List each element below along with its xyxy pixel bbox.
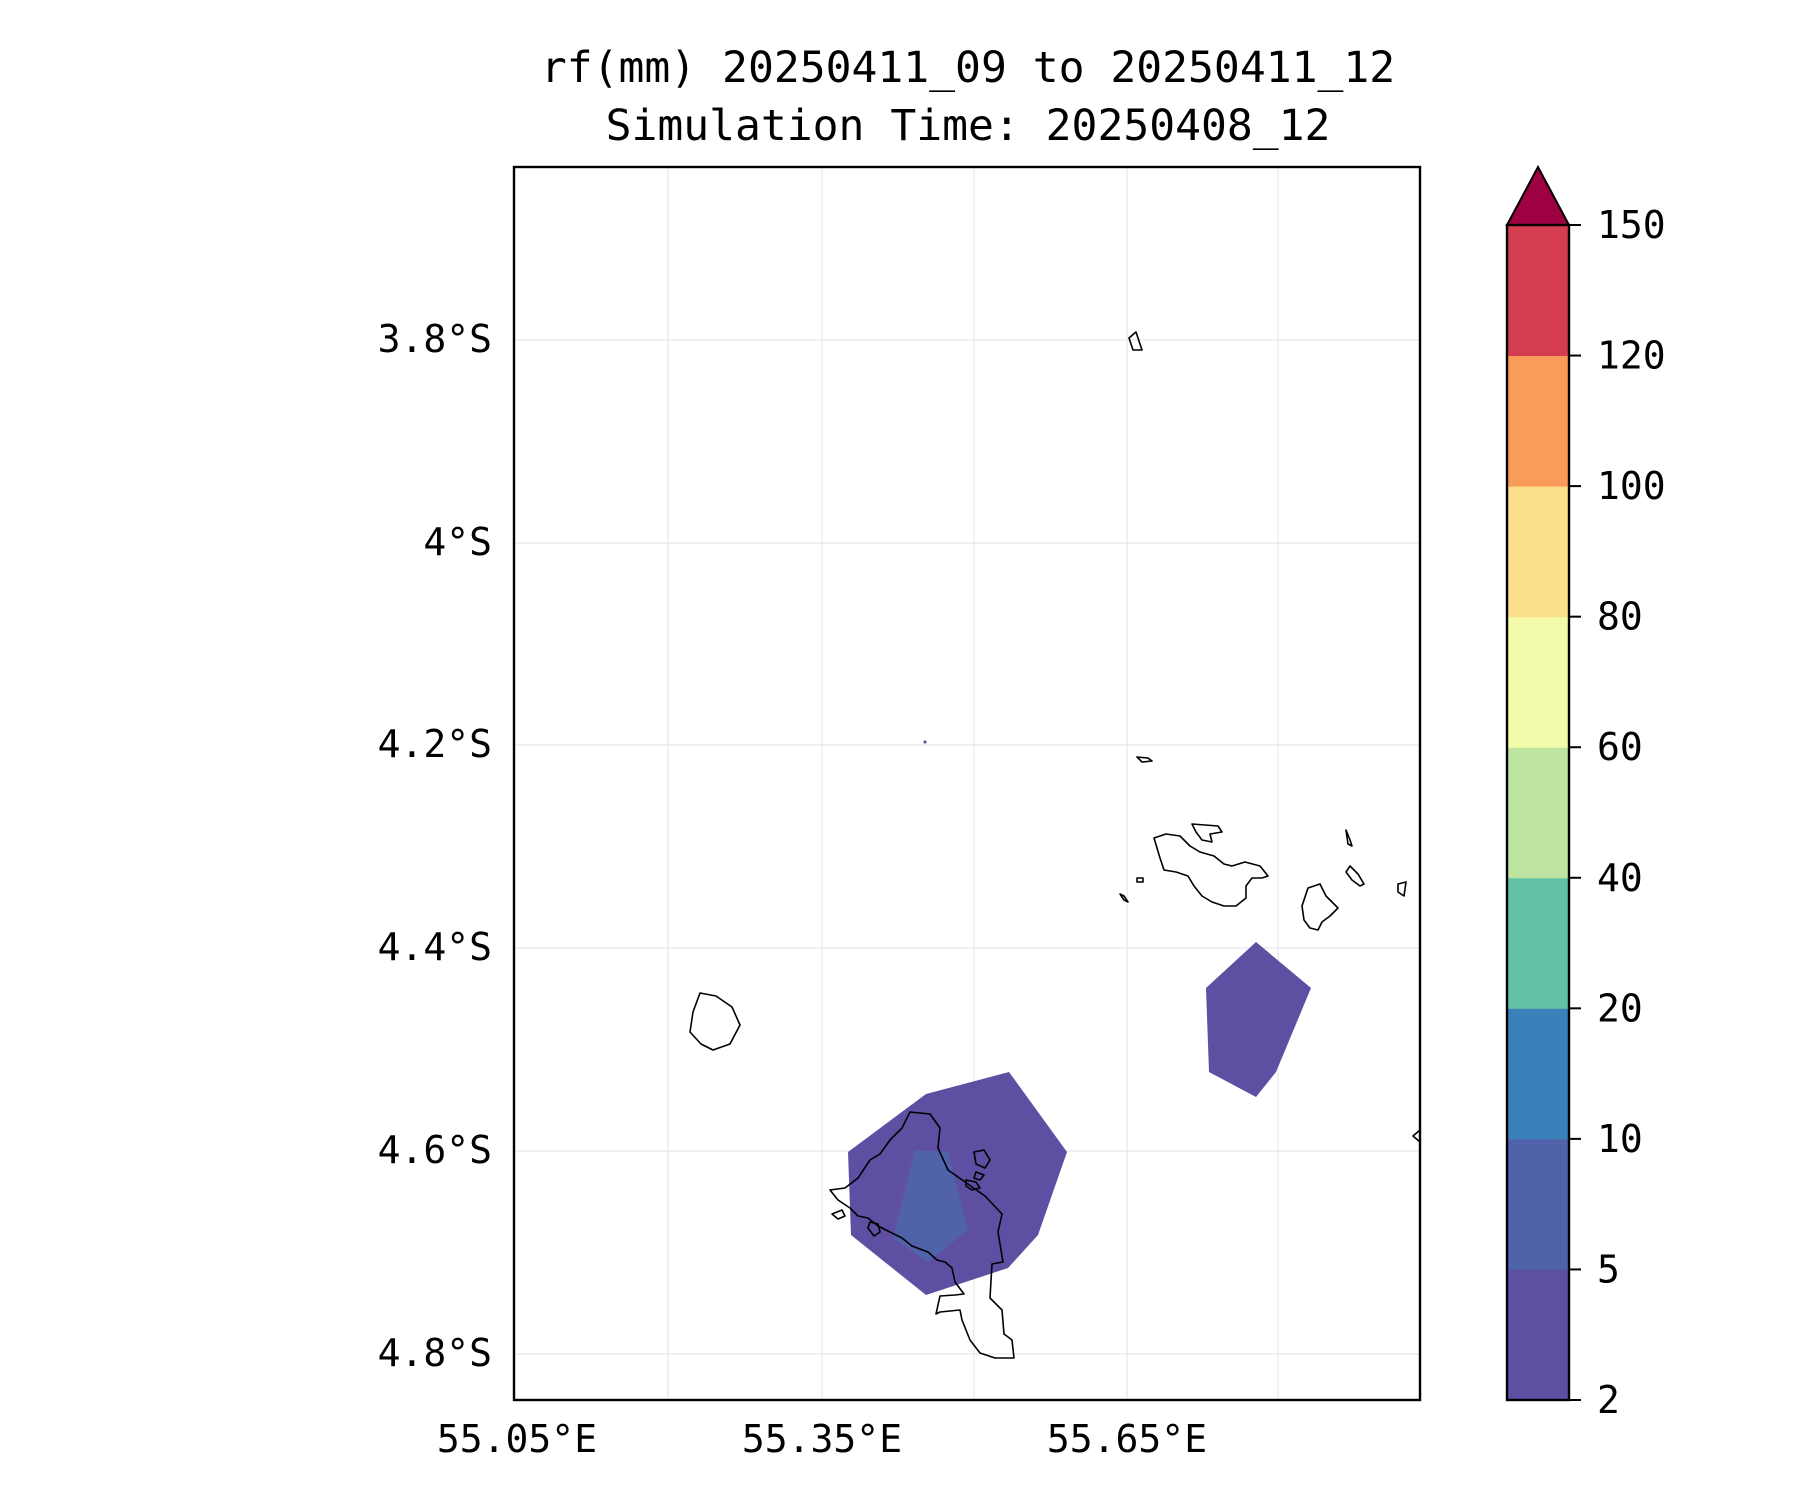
islet-coastline <box>1345 829 1353 847</box>
colorbar-segment <box>1507 355 1569 487</box>
islet-coastline <box>1345 865 1365 887</box>
islet-coastline <box>973 1149 991 1169</box>
colorbar-tick-label: 150 <box>1597 203 1666 247</box>
colorbar: 2 5 10 20 40 60 80 100 120 150 <box>1505 164 1666 1422</box>
title-line-2: Simulation Time: 20250408_12 <box>606 101 1331 151</box>
colorbar-segments <box>1507 225 1569 1401</box>
southern-rain-core <box>893 1150 968 1262</box>
colorbar-tick-label: 120 <box>1597 334 1666 378</box>
denis-islet-coastline <box>1128 331 1143 351</box>
colorbar-frame <box>1505 223 1571 1402</box>
islet-coastline <box>831 1209 846 1220</box>
longitude-labels: 55.05°E 55.35°E 55.65°E <box>437 1417 1207 1461</box>
lon-tick-label: 55.65°E <box>1047 1417 1207 1461</box>
isolated-rain-point <box>923 740 927 744</box>
islet-coastline <box>965 1179 981 1191</box>
lon-tick-label: 55.05°E <box>437 1417 597 1461</box>
map-panel <box>512 165 1422 1402</box>
silhouette-island-coastline <box>689 992 741 1051</box>
la-digue-island-coastline <box>1301 883 1339 931</box>
lat-tick-label: 3.8°S <box>378 317 492 361</box>
islet-coastline <box>1119 893 1129 903</box>
colorbar-tick-label: 20 <box>1597 986 1643 1030</box>
colorbar-tick-label: 10 <box>1597 1117 1643 1161</box>
lon-tick-label: 55.35°E <box>742 1417 902 1461</box>
map-frame <box>512 165 1422 1402</box>
colorbar-segment <box>1507 225 1569 357</box>
islet-coastline <box>1191 823 1223 843</box>
colorbar-tick-label: 60 <box>1597 725 1643 769</box>
lat-tick-label: 4.6°S <box>378 1128 492 1172</box>
colorbar-tick-label: 100 <box>1597 464 1666 508</box>
colorbar-segment <box>1507 877 1569 1009</box>
lat-tick-label: 4.8°S <box>378 1331 492 1375</box>
lat-tick-label: 4.4°S <box>378 925 492 969</box>
colorbar-segment <box>1507 1138 1569 1270</box>
colorbar-segment <box>1507 747 1569 879</box>
islet-coastline <box>1136 877 1144 883</box>
praslin-island-coastline <box>1153 833 1269 907</box>
colorbar-segment <box>1507 1008 1569 1140</box>
islet-coastline <box>1397 881 1407 897</box>
lat-tick-label: 4.2°S <box>378 722 492 766</box>
latitude-labels: 3.8°S 4°S 4.2°S 4.4°S 4.6°S 4.8°S <box>378 317 492 1375</box>
title-line-1: rf(mm) 20250411_09 to 20250411_12 <box>541 43 1395 93</box>
eastern-rain-area <box>1206 942 1311 1097</box>
islet-coastline <box>973 1171 985 1181</box>
coastlines <box>689 331 1421 1359</box>
colorbar-tick-label: 40 <box>1597 856 1643 900</box>
lat-tick-label: 4°S <box>423 520 492 564</box>
islet-coastline <box>867 1221 881 1237</box>
islet-coastline <box>1136 756 1153 763</box>
colorbar-segment <box>1507 616 1569 748</box>
mahe-island-coastline <box>829 1111 1015 1359</box>
colorbar-segment <box>1507 486 1569 618</box>
colorbar-segment <box>1507 1269 1569 1401</box>
colorbar-tick-label: 80 <box>1597 595 1643 639</box>
colorbar-tick-label: 2 <box>1597 1378 1620 1422</box>
colorbar-tick-label: 5 <box>1597 1247 1620 1291</box>
colorbar-ticks: 2 5 10 20 40 60 80 100 120 150 <box>1569 203 1666 1422</box>
colorbar-extend-arrow <box>1505 164 1571 226</box>
